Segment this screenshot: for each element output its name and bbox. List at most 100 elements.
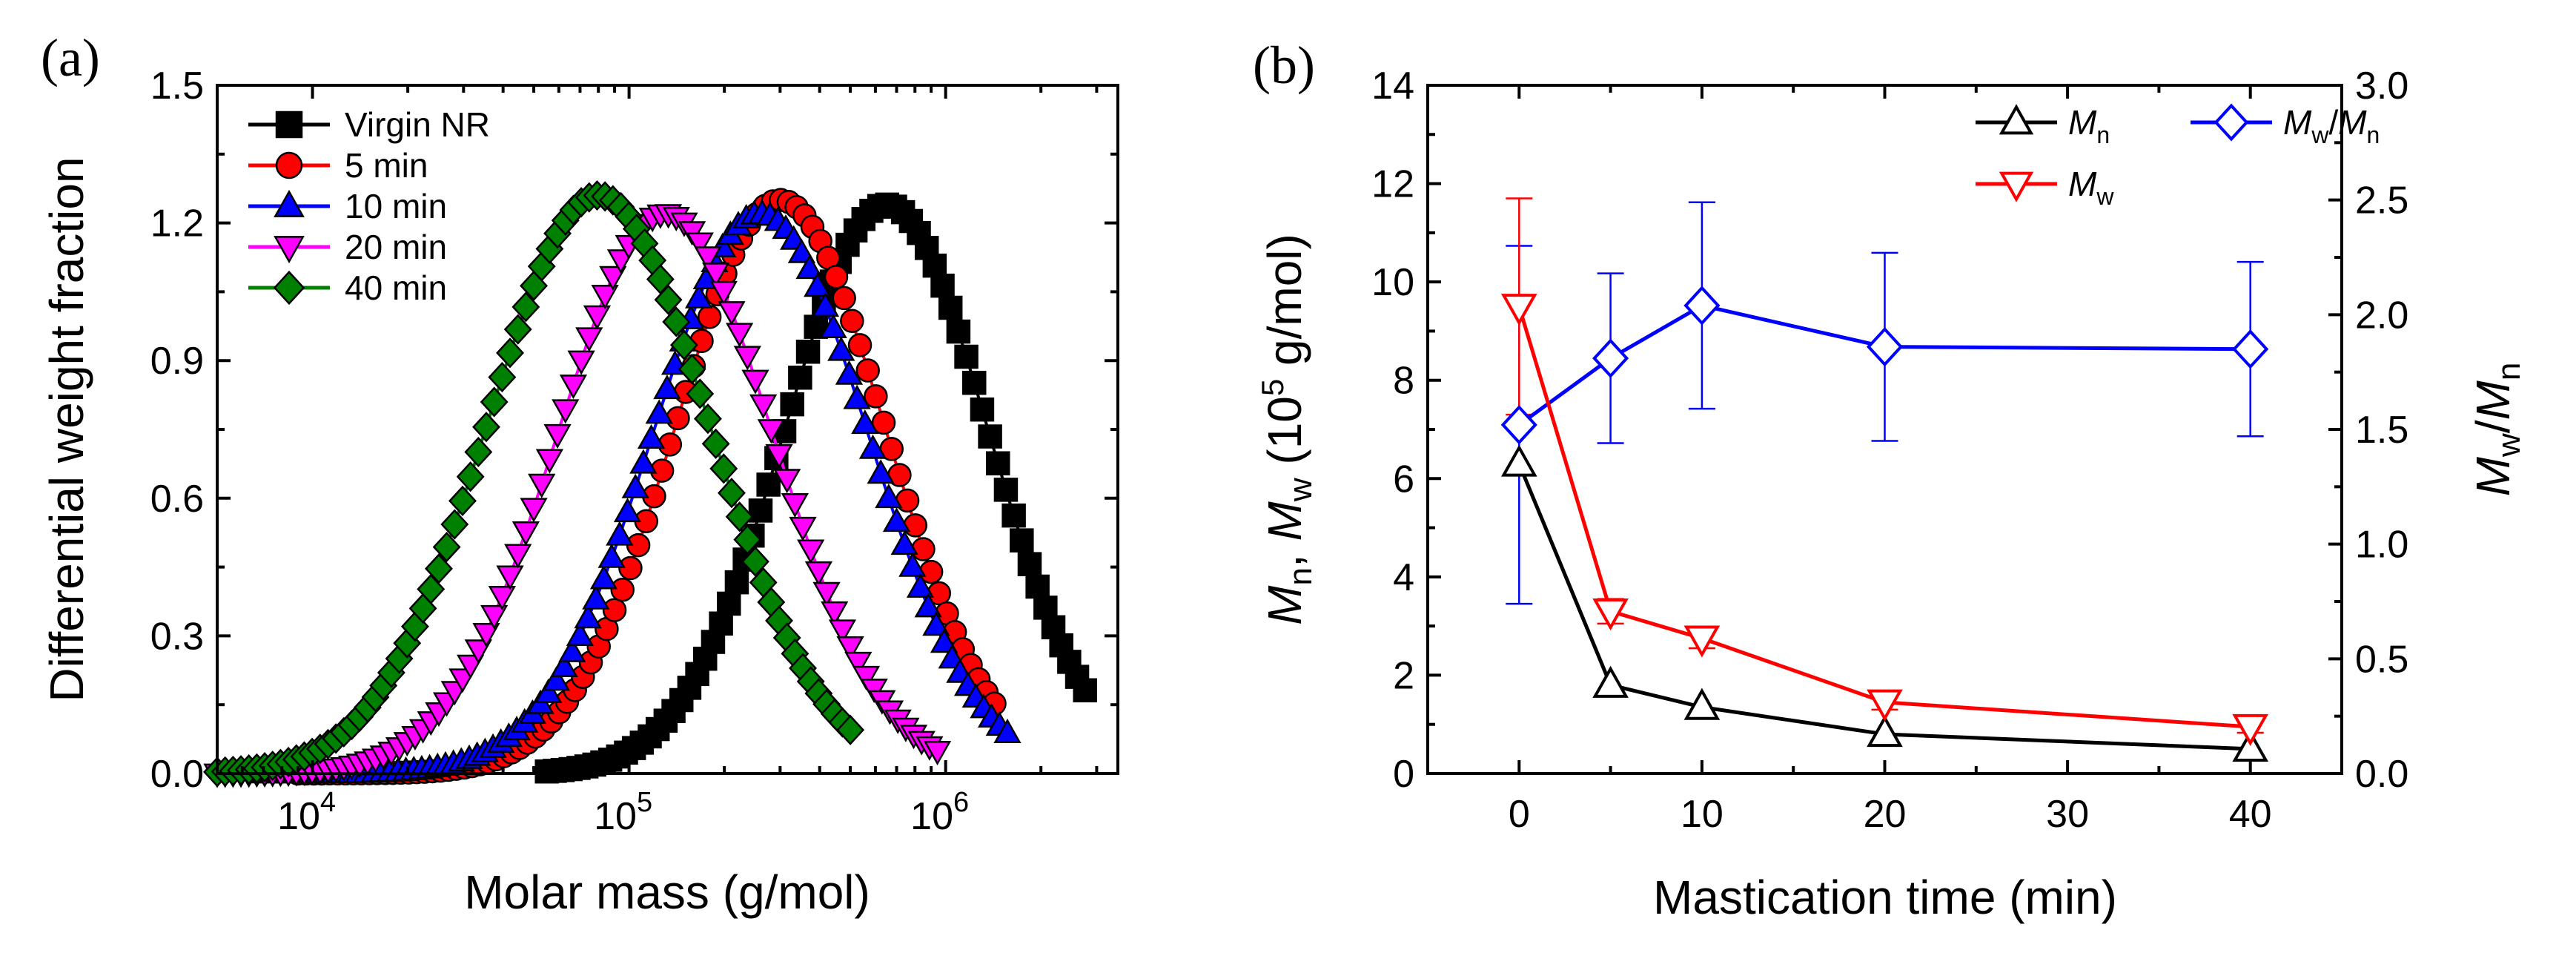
y-tick-label: 2 [1393, 654, 1414, 697]
y-tick-label: 6 [1393, 458, 1414, 501]
data-point [552, 399, 580, 424]
panel-a-series-group [203, 179, 1097, 788]
panel-b-error-bars [1506, 197, 2264, 734]
panel-a-y-axis-title: Differential weight fraction [40, 156, 93, 702]
data-point [610, 577, 635, 602]
data-point [1025, 574, 1050, 599]
data-point [780, 392, 804, 417]
data-point [574, 604, 602, 629]
data-point [613, 498, 642, 523]
data-point [748, 498, 773, 523]
data-point [589, 564, 618, 590]
data-point [511, 291, 540, 323]
panel-b-chart: 0 10 20 30 40 0 2 4 6 8 10 12 14 0.0 0.5 1.0 1.5 2.0 2.5… [1255, 65, 2527, 924]
data-point [709, 453, 738, 484]
data-point [864, 384, 888, 409]
y2-tick-label: 1.5 [2355, 409, 2408, 452]
panel-b-legend: Mn Mw/Mn Mw [1976, 103, 2380, 210]
data-point [666, 406, 690, 431]
data-point [472, 622, 500, 648]
x-tick-label: 105 [594, 787, 652, 838]
data-point [1017, 552, 1042, 576]
data-point [741, 369, 769, 395]
data-point [567, 350, 595, 375]
data-point [701, 263, 730, 288]
data-point [559, 375, 588, 400]
legend-label: 20 min [345, 228, 447, 266]
data-point [432, 531, 461, 563]
data-point [835, 360, 864, 385]
legend-label: Mw [2068, 165, 2114, 210]
data-point [827, 336, 855, 361]
data-point [566, 621, 595, 646]
data-point [709, 280, 738, 306]
data-point-mw [1867, 689, 1903, 722]
panel-b-label: (b) [1253, 36, 1315, 95]
legend-marker [275, 111, 303, 139]
data-point [618, 555, 643, 581]
data-point-mn [1500, 444, 1537, 477]
data-point [725, 323, 754, 348]
data-point [488, 586, 516, 611]
legend-item-virgin-nr: Virgin NR [248, 105, 490, 144]
data-point [844, 651, 873, 676]
panel-b-series-markers [1500, 286, 2269, 762]
y-tick-label: 0.6 [150, 478, 204, 521]
legend-label: Mn [2068, 103, 2110, 148]
y-tick-label: 4 [1393, 556, 1414, 599]
data-point [930, 273, 955, 298]
legend-item-40-min: 40 min [248, 268, 447, 307]
x-tick-label: 104 [277, 787, 336, 838]
data-point [855, 358, 880, 383]
data-point [954, 344, 979, 369]
data-point-mn [1592, 665, 1629, 698]
data-point [440, 509, 469, 540]
data-point [725, 501, 754, 532]
legend-label: 10 min [345, 187, 447, 225]
data-point [756, 472, 781, 497]
data-point [911, 537, 936, 561]
data-point [836, 714, 865, 745]
y2-tick-label: 1.0 [2355, 524, 2408, 567]
panel-b-y-ticks: 0 2 4 6 8 10 12 14 [1371, 65, 1441, 796]
x-tick-label: 106 [910, 787, 969, 838]
y2-tick-label: 3.0 [2355, 65, 2408, 108]
legend-item-mw: Mw [1976, 165, 2114, 210]
legend-marker [1999, 104, 2034, 135]
panel-b-x-axis-title: Mastication time (min) [1653, 871, 2117, 924]
data-point-mw [1592, 598, 1629, 631]
data-point [528, 473, 556, 498]
x-tick-label: 40 [2229, 793, 2272, 836]
data-point [895, 488, 920, 513]
data-point [930, 628, 958, 653]
data-point [582, 584, 610, 610]
data-point [1033, 596, 1058, 620]
data-point [961, 370, 987, 395]
y-tick-label: 0.0 [150, 753, 204, 796]
x-tick-label: 0 [1509, 793, 1530, 836]
data-point [654, 284, 683, 315]
data-point [795, 339, 821, 364]
data-point [847, 333, 873, 357]
data-point [804, 272, 832, 297]
data-point [534, 678, 563, 703]
data-point-mw-mn [1866, 326, 1904, 367]
legend-label: Virgin NR [345, 105, 490, 144]
data-point [741, 546, 769, 577]
data-point [852, 665, 881, 690]
data-point [875, 484, 903, 509]
data-point [718, 301, 746, 326]
data-point [906, 573, 935, 598]
data-point [693, 403, 722, 435]
data-point-mw-mn [2232, 329, 2269, 369]
y-tick-label: 8 [1393, 360, 1414, 403]
legend-item-mw-mn: Mw/Mn [2191, 103, 2380, 148]
data-point [1073, 678, 1097, 703]
legend-item-10-min: 10 min [248, 187, 447, 225]
data-point [504, 544, 532, 569]
data-point [812, 581, 841, 607]
data-point [684, 283, 713, 309]
x-tick-label: 30 [2046, 793, 2089, 836]
data-point [824, 265, 849, 289]
data-point-mn [1867, 715, 1903, 748]
